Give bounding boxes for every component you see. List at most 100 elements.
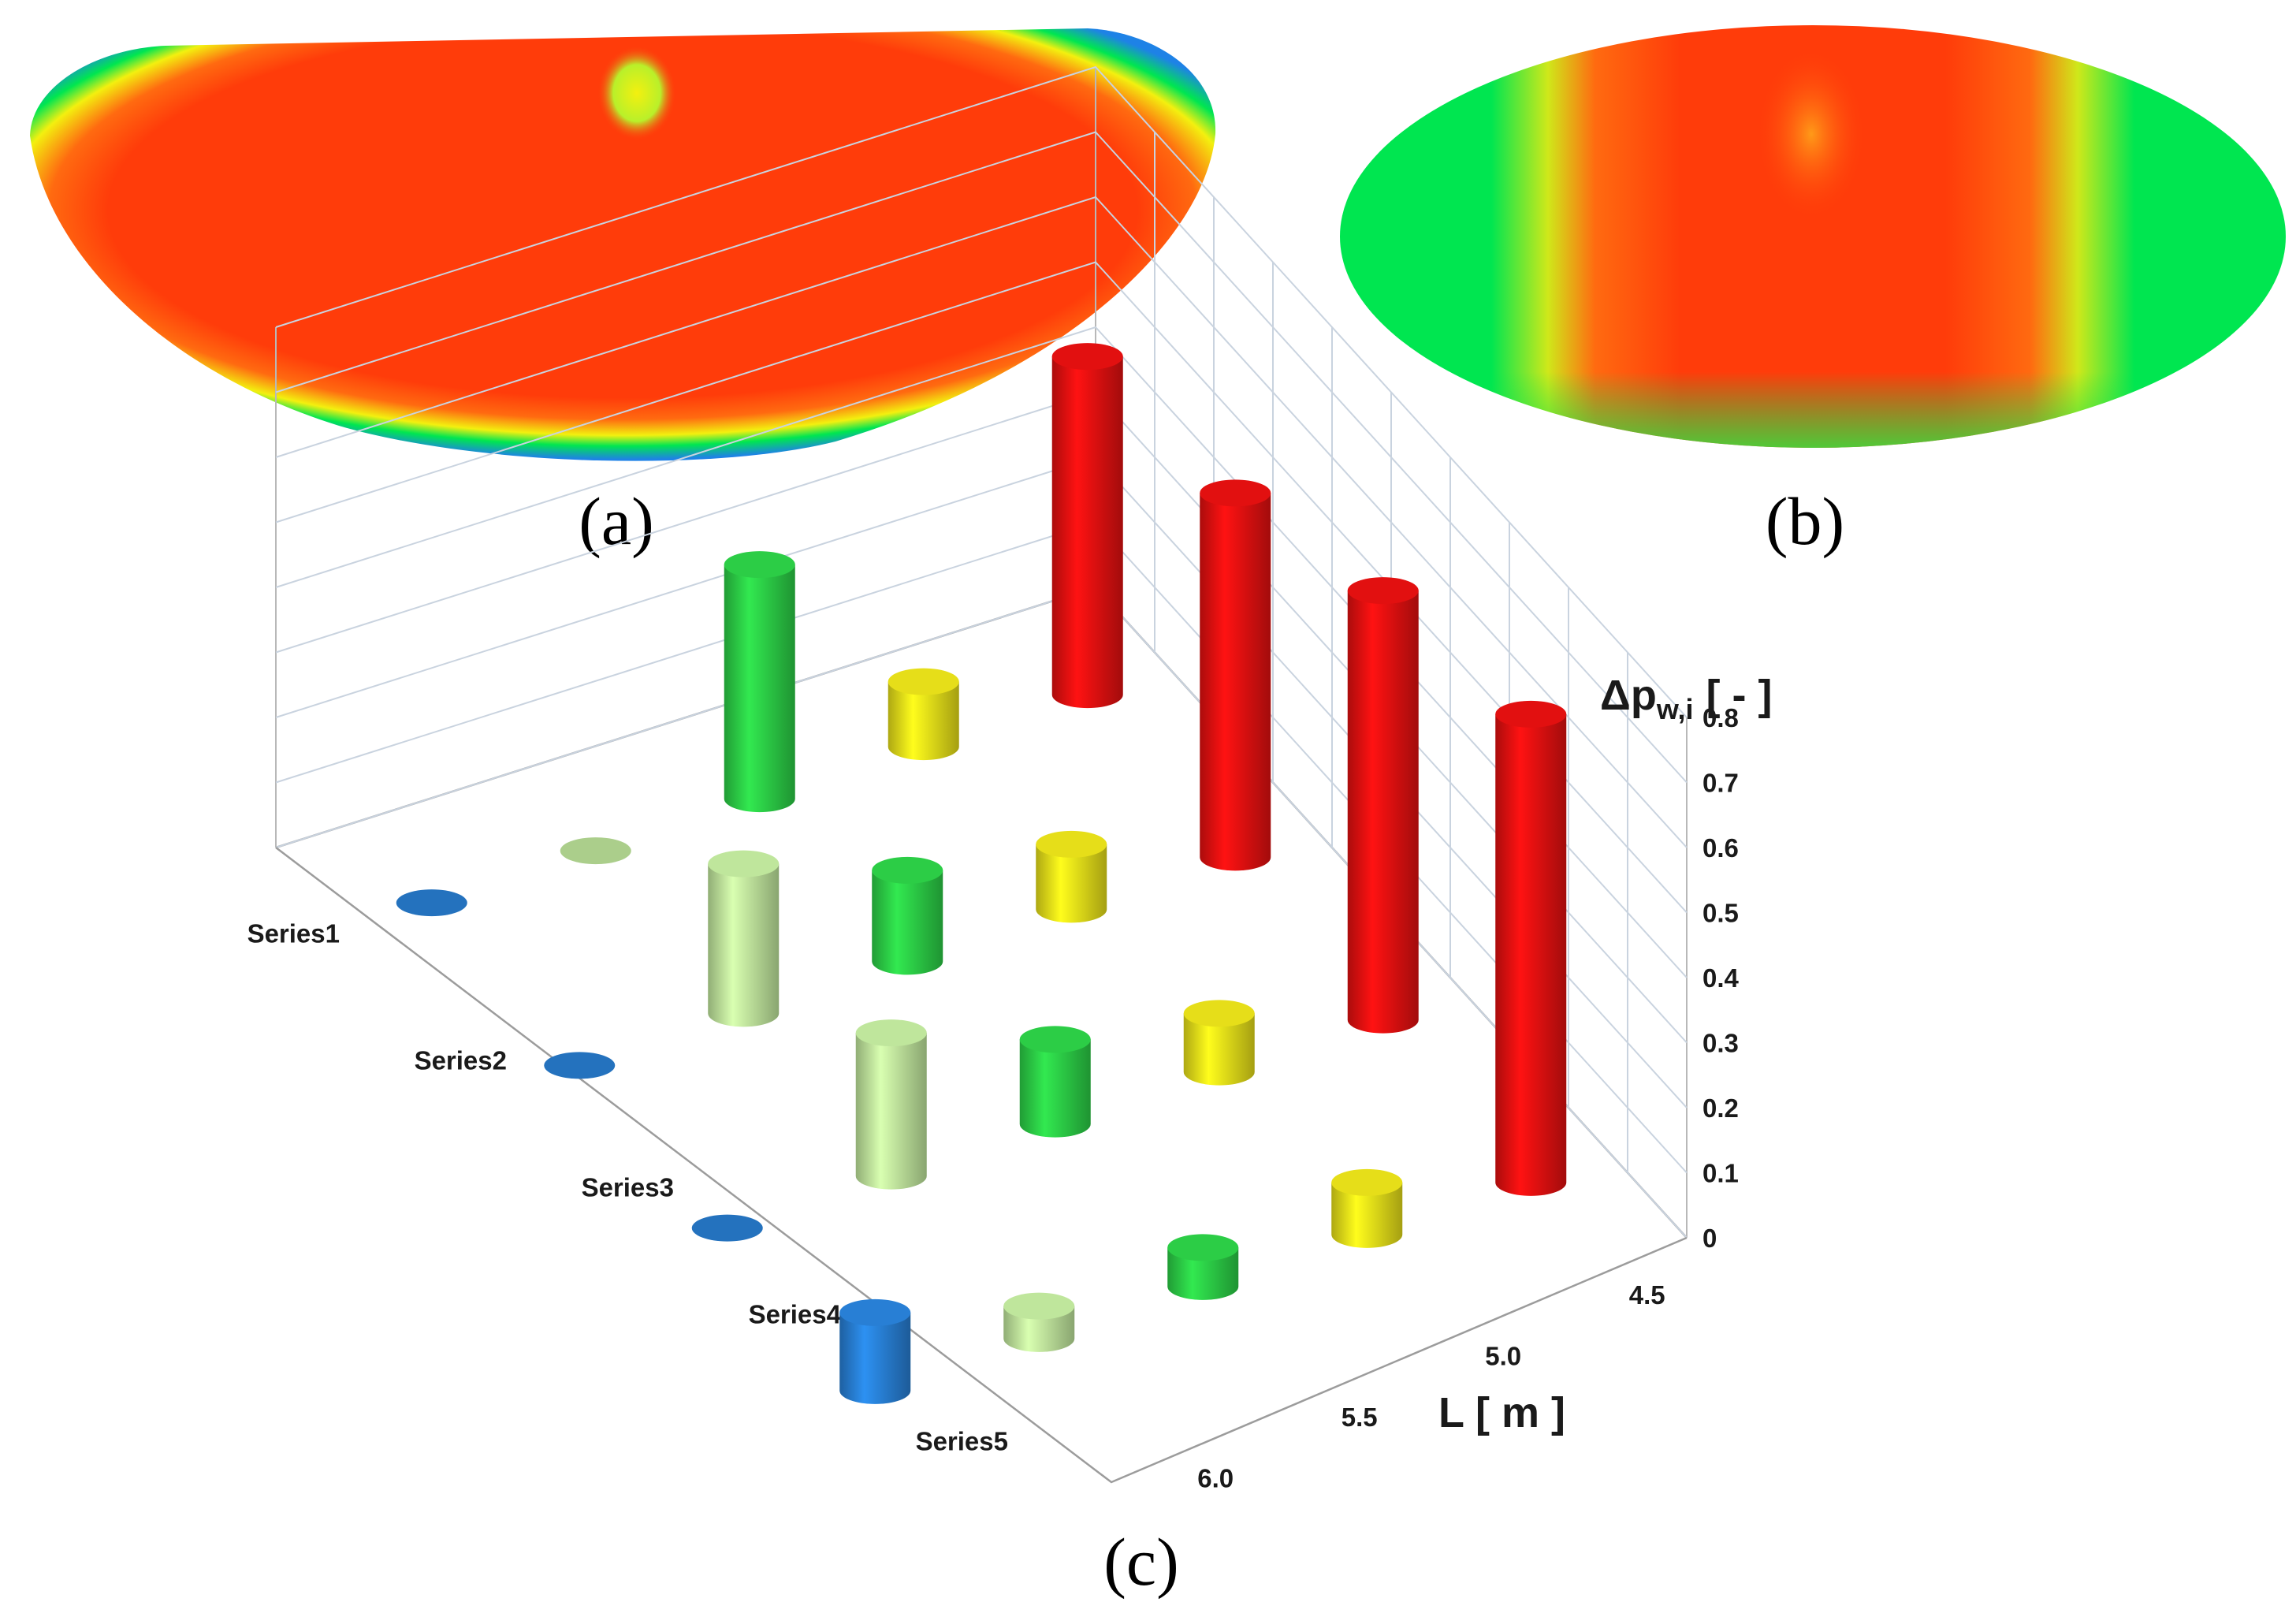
cylinder-body — [1200, 493, 1271, 871]
bars — [396, 343, 1567, 1404]
category-label: 5.0 — [1485, 1341, 1521, 1370]
cylinder-bar — [872, 856, 943, 975]
z-tick-label: 0.4 — [1702, 963, 1740, 993]
cylinder-base — [691, 1214, 763, 1242]
gridline-z — [275, 326, 1688, 978]
cylinder-bar — [708, 850, 780, 1027]
gridline-z — [275, 586, 1688, 1239]
contour-edge-b — [1340, 25, 2286, 448]
z-tick-label: 0.7 — [1702, 769, 1739, 798]
cylinder-bar — [1003, 1292, 1075, 1352]
cylinder-top — [855, 1019, 927, 1047]
cylinder-bar — [1036, 830, 1107, 923]
cylinder-bar — [1347, 577, 1419, 1034]
gridline-z — [275, 131, 1688, 784]
cylinder-top — [724, 551, 795, 579]
series-label: Series1 — [247, 919, 340, 948]
series-labels: Series1 Series2 Series3 Series4 Series5 — [247, 919, 1008, 1456]
cylinder-body — [724, 564, 795, 813]
z-tick-label: 0.5 — [1702, 899, 1739, 928]
gridline-z — [275, 391, 1688, 1044]
cylinder-body — [872, 870, 943, 975]
cylinder-bar — [1183, 1000, 1255, 1086]
category-label: 4.5 — [1629, 1280, 1665, 1310]
cylinder-body — [1183, 1013, 1255, 1086]
cylinder-top — [1331, 1168, 1403, 1196]
cylinder-top — [1051, 343, 1123, 371]
gridline-z — [275, 65, 1688, 718]
cylinder-bar — [1331, 1168, 1403, 1248]
cylinder-body — [1347, 591, 1419, 1034]
cylinder-top — [1036, 830, 1107, 858]
z-tick-label: 0.8 — [1702, 703, 1739, 732]
z-axis-title-sub: w,i — [1656, 693, 1694, 725]
y-axis-title: L [ m ] — [1438, 1389, 1565, 1436]
cylinder-base — [396, 889, 467, 917]
series-label: Series3 — [582, 1173, 674, 1202]
z-tick-label: 0.1 — [1702, 1159, 1739, 1188]
cylinder-body — [1495, 713, 1567, 1196]
cylinder-body — [1036, 844, 1107, 923]
floor-back-edges — [275, 586, 1688, 1239]
cylinder-body — [1331, 1182, 1403, 1248]
category-label: 5.5 — [1342, 1403, 1378, 1432]
cylinder-bar — [396, 889, 467, 917]
cylinder-bar — [1019, 1026, 1091, 1138]
panel-a-map — [30, 28, 1216, 461]
cylinder-bar — [560, 837, 631, 865]
cylinder-top — [839, 1298, 911, 1326]
hotspot-b — [1756, 47, 1866, 221]
z-axis-ticks: 0 0.1 0.2 0.3 0.4 0.5 0.6 0.7 0.8 — [1702, 703, 1740, 1253]
cylinder-base — [560, 837, 631, 865]
panel-label-a: (a) — [579, 483, 653, 559]
cylinder-body — [708, 863, 780, 1027]
category-label: 6.0 — [1197, 1463, 1234, 1492]
cylinder-body — [855, 1033, 927, 1190]
chart-3d-cylinders: 0 0.1 0.2 0.3 0.4 0.5 0.6 0.7 0.8 Series1 Series2… — [247, 65, 1772, 1493]
cylinder-top — [1003, 1292, 1075, 1320]
cylinder-body — [888, 681, 959, 761]
gridline-z — [275, 521, 1688, 1174]
cylinder-top — [1183, 1000, 1255, 1027]
cylinder-bar — [839, 1298, 911, 1404]
cylinder-bar — [1051, 343, 1123, 709]
series-label: Series5 — [916, 1427, 1008, 1456]
cylinder-top — [1019, 1026, 1091, 1053]
cylinder-body — [1019, 1039, 1091, 1138]
z-axis-title: Δpw,i [ - ] — [1600, 672, 1772, 725]
cylinder-bar — [544, 1052, 616, 1079]
z-tick-label: 0.3 — [1702, 1029, 1739, 1058]
z-tick-label: 0.2 — [1702, 1094, 1739, 1123]
cylinder-body — [1167, 1247, 1239, 1300]
gridline-z — [275, 196, 1688, 848]
panel-b-map — [1340, 25, 2286, 448]
cylinder-base — [544, 1052, 616, 1079]
series-label: Series2 — [415, 1046, 507, 1075]
series-label: Series4 — [749, 1300, 842, 1329]
panel-label-c: (c) — [1103, 1524, 1178, 1600]
cylinder-top — [888, 668, 959, 695]
panel-label-b: (b) — [1766, 483, 1844, 559]
z-tick-label: 0.6 — [1702, 833, 1739, 863]
cylinder-body — [839, 1312, 911, 1404]
cylinder-top — [1200, 479, 1271, 507]
z-tick-label: 0 — [1702, 1224, 1717, 1253]
cylinder-bar — [724, 551, 795, 813]
cylinder-bar — [1167, 1234, 1239, 1300]
cylinder-bar — [691, 1214, 763, 1242]
cylinder-bar — [888, 668, 959, 761]
cylinder-top — [1167, 1234, 1239, 1261]
floor-front-edges — [275, 847, 1688, 1484]
cylinder-body — [1051, 356, 1123, 709]
cylinder-bar — [1200, 479, 1271, 871]
gridline-z — [275, 261, 1688, 914]
cylinder-top — [1347, 577, 1419, 605]
cylinder-bar — [1495, 700, 1567, 1196]
cylinder-top — [708, 850, 780, 877]
hotspot-a — [597, 46, 676, 140]
gridline-z — [275, 456, 1688, 1108]
cylinder-top — [1495, 700, 1567, 728]
category-labels: 4.5 5.0 5.5 6.0 — [1197, 1280, 1665, 1493]
contour-shape-a — [30, 28, 1216, 461]
